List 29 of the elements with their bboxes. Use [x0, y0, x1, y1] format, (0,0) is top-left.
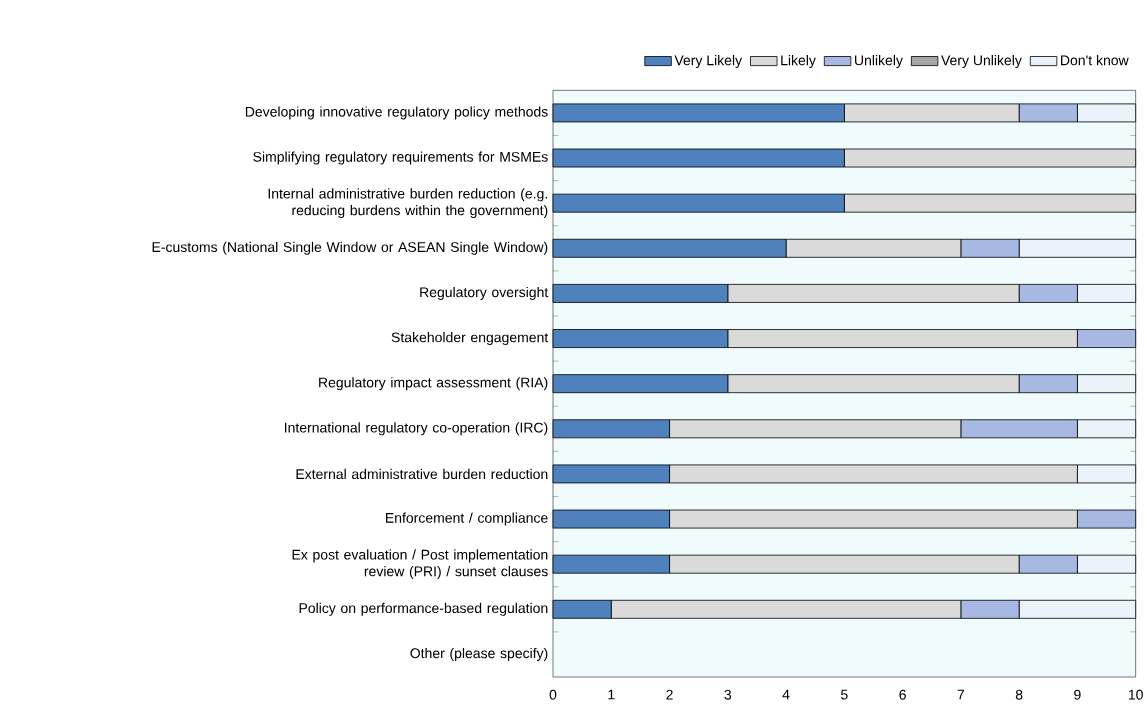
- x-tick-label: 2: [666, 689, 673, 700]
- y-tick-label: Regulatory impact assessment (RIA): [319, 377, 548, 391]
- y-tick-label: International regulatory co-operation (IRC): [285, 422, 548, 436]
- legend-label: Very Unlikely: [941, 55, 1022, 69]
- y-tick-label: External administrative burden reduction: [296, 468, 548, 480]
- x-tick-label: 0: [549, 689, 557, 700]
- x-tick-label: 3: [724, 689, 732, 700]
- legend-label: Very Likely: [674, 55, 743, 69]
- x-tick-label: 8: [1015, 689, 1023, 700]
- y-tick-label: Policy on performance-based regulation: [299, 602, 548, 616]
- y-tick-label: Other (please specify): [410, 647, 548, 661]
- y-tick-label: Simplifying regulatory requirements for MSMEs: [253, 151, 548, 165]
- y-tick-label: Developing innovative regulatory policy methods: [245, 106, 548, 120]
- legend-label: Don't know: [1061, 55, 1129, 66]
- x-tick-label: 7: [957, 689, 965, 700]
- y-tick-label: Internal administrative burden reduction (e.g. reducing burdens within the government): [268, 188, 548, 219]
- y-tick-label: Stakeholder engagement: [391, 332, 549, 346]
- y-tick-label: Enforcement / compliance: [386, 512, 548, 526]
- y-tick-label: E-customs (National Single Window or ASEAN Single Window): [152, 241, 548, 255]
- x-tick-label: 6: [899, 689, 906, 700]
- y-tick-label: Regulatory oversight: [420, 286, 549, 300]
- legend-label: Unlikely: [855, 55, 903, 69]
- x-tick-label: 9: [1074, 689, 1081, 700]
- legend-label: Likely: [781, 55, 816, 69]
- x-tick-label: 4: [782, 689, 790, 700]
- x-tick-label: 10: [1128, 689, 1143, 700]
- y-tick-label: Ex post evaluation / Post implementation review (PRI) / sunset clauses: [292, 549, 548, 580]
- x-tick-label: 5: [841, 689, 848, 700]
- x-tick-label: 1: [608, 689, 615, 700]
